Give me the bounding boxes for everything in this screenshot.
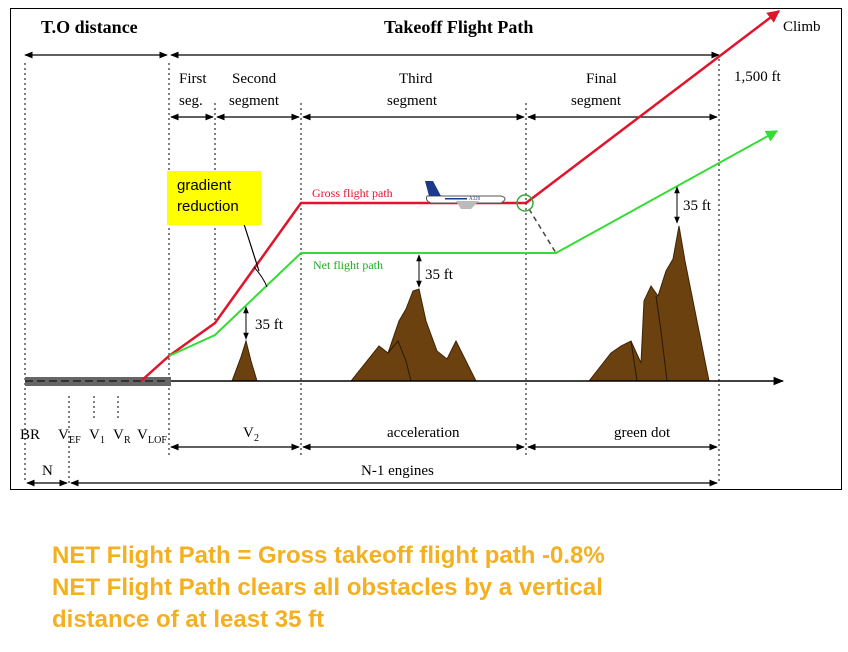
v2-label: V 2 <box>243 425 259 444</box>
clearance-markers <box>243 186 680 340</box>
obstacle-right <box>587 225 710 382</box>
gross-flight-path <box>140 201 501 382</box>
vlof-sub: LOF <box>148 435 167 446</box>
gradient-arc <box>253 266 268 288</box>
v1-label: V 1 <box>89 427 105 446</box>
v2-v: V <box>243 425 254 441</box>
aircraft-icon: A320 <box>425 181 506 209</box>
altitude-label: 1,500 ft <box>734 69 781 85</box>
first-seg-label-2: seg. <box>179 93 203 109</box>
v2-sub: 2 <box>254 433 259 444</box>
engines-all-label: N <box>42 463 53 479</box>
gradient-reduction-callout: gradient reduction <box>167 171 261 225</box>
diagram-frame: T.O distance Takeoff Flight Path Climb F… <box>10 8 842 490</box>
clearance-label-right: 35 ft <box>683 198 712 214</box>
gross-path-label: Gross flight path <box>312 186 393 200</box>
net-path-label: Net flight path <box>313 258 383 272</box>
third-seg-label-2: segment <box>387 93 438 109</box>
aircraft-label: A320 <box>469 197 481 202</box>
second-seg-label-2: segment <box>229 93 280 109</box>
vef-label: V EF <box>58 427 81 446</box>
caption-line-2: NET Flight Path clears all obstacles by … <box>52 574 603 601</box>
vlof-v: V <box>137 427 148 443</box>
second-seg-label-1: Second <box>232 71 277 87</box>
green-dot-label: green dot <box>614 425 671 441</box>
vef-sub: EF <box>69 435 81 446</box>
br-label: BR <box>20 427 40 443</box>
clearance-label-small: 35 ft <box>255 317 284 333</box>
v1-v: V <box>89 427 100 443</box>
gradient-callout-line2: reduction <box>177 198 239 215</box>
gradient-pointer <box>242 220 260 272</box>
acceleration-label: acceleration <box>387 425 460 441</box>
caption-line-3: distance of at least 35 ft <box>52 606 325 633</box>
third-seg-label-1: Third <box>399 71 433 87</box>
gross-climb-path <box>525 10 780 204</box>
gradient-callout-line1: gradient <box>177 177 232 194</box>
caption-line-1: NET Flight Path = Gross takeoff flight p… <box>52 542 605 569</box>
first-seg-label-1: First <box>179 71 207 87</box>
acceleration-dash <box>528 208 557 254</box>
obstacle-middle <box>349 288 477 382</box>
vlof-label: V LOF <box>137 427 167 446</box>
to-distance-title: T.O distance <box>41 17 138 37</box>
vef-v: V <box>58 427 69 443</box>
takeoff-diagram: T.O distance Takeoff Flight Path Climb F… <box>20 10 821 487</box>
net-flight-path <box>168 130 779 357</box>
clearance-label-middle: 35 ft <box>425 267 454 283</box>
obstacles <box>231 225 710 382</box>
obstacle-small <box>231 339 258 382</box>
final-seg-label-1: Final <box>586 71 617 87</box>
vr-sub: R <box>124 435 131 446</box>
vr-label: V R <box>113 427 131 446</box>
acceleration-point-circle <box>516 194 534 212</box>
vr-v: V <box>113 427 124 443</box>
flight-path-title: Takeoff Flight Path <box>384 17 533 37</box>
v1-sub: 1 <box>100 435 105 446</box>
engines-one-out-label: N-1 engines <box>361 463 434 479</box>
final-seg-label-2: segment <box>571 93 622 109</box>
climb-label: Climb <box>783 19 821 35</box>
